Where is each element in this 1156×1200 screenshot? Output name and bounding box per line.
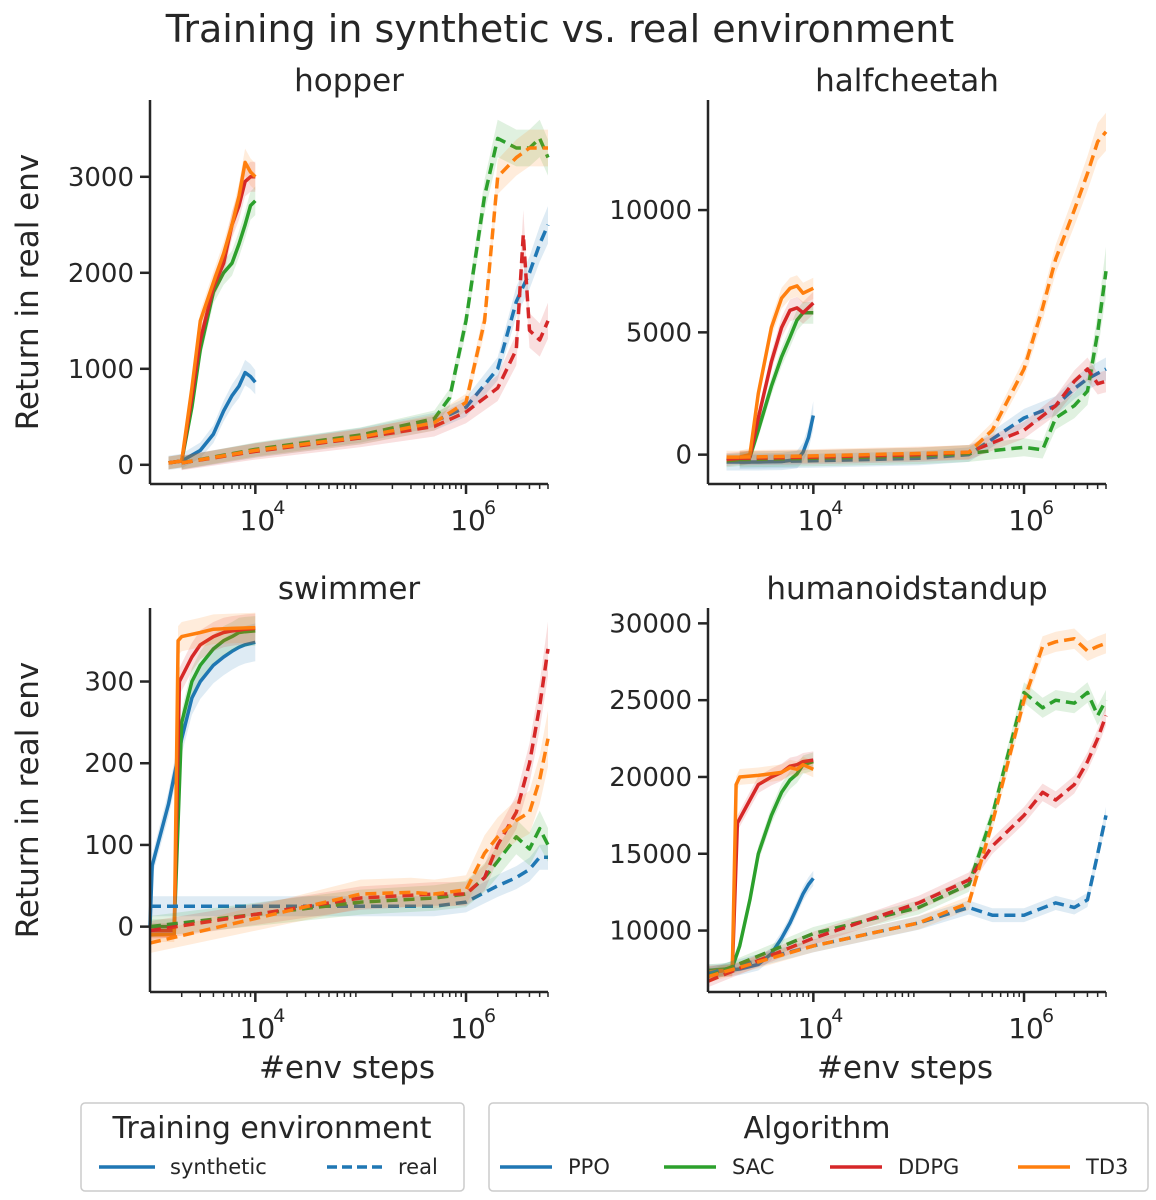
series-band-ddpg-real [739,357,1106,466]
legend-algorithm-title: Algorithm [744,1111,891,1146]
series-line-ppo-real [707,815,1108,976]
legend-training-environment-title: Training environment [112,1111,432,1146]
x-tick-label: 10 [798,504,834,537]
series-line-ppo-synthetic [168,370,257,465]
series-band-ppo-real [150,844,548,917]
series-line-td3-real [181,146,548,465]
y-tick-label: 0 [675,441,692,471]
x-tick-label: 10 [1008,504,1044,537]
series-line-ddpg-real [707,714,1108,983]
y-tick-label: 3000 [68,163,134,193]
series-band-ppo-synthetic [150,623,256,935]
y-tick-label: 15000 [609,840,692,870]
y-tick-label: 0 [117,913,134,943]
series-line-ddpg-synthetic [168,175,256,465]
panel-title: humanoidstandup [766,571,1047,607]
series-line-sac-real [181,136,550,465]
series-band-td3-real [181,129,548,470]
x-tick-exponent: 6 [1042,497,1054,519]
series-group [168,119,550,471]
x-tick-exponent: 4 [831,497,843,519]
x-tick-label: 10 [240,504,276,537]
series-line-ppo-real [739,367,1107,464]
x-axis-label: #env steps [259,1050,435,1086]
x-tick-label: 10 [240,1012,276,1045]
y-axis-label: Return in real env [10,154,46,431]
x-tick-exponent: 6 [1042,1005,1054,1027]
legend-label-real: real [398,1155,438,1179]
legend-label-ppo: PPO [568,1155,610,1179]
y-tick-label: 1000 [68,355,134,385]
legend-training-environment: Training environment synthetic real [80,1102,465,1192]
y-tick-label: 10000 [609,917,692,947]
figure-title: Training in synthetic vs. real environme… [165,7,954,51]
legend-label-synthetic: synthetic [170,1155,267,1179]
y-tick-label: 100 [84,831,134,861]
x-tick-label: 10 [450,504,486,537]
y-tick-label: 5000 [626,318,692,348]
legend-label-sac: SAC [732,1155,774,1179]
panel-humanoidstandup: humanoidstandup 10000 15000 20000 25000 30000… [609,571,1108,1086]
x-axis-label: #env steps [817,1050,993,1086]
y-tick-label: 0 [117,451,134,481]
y-tick-label: 2000 [68,259,134,289]
x-tick-exponent: 4 [831,1005,843,1027]
series-band-ppo-synthetic [708,870,814,977]
series-line-td3-real [739,130,1108,459]
y-tick-label: 10000 [609,196,692,226]
x-tick-label: 10 [450,1012,486,1045]
series-group [726,112,1108,471]
series-band-ddpg-synthetic [168,161,256,470]
x-tick-label: 10 [1008,1012,1044,1045]
series-band-ppo-real [181,206,548,470]
series-band-td3-real [708,628,1106,983]
y-tick-label: 30000 [609,609,692,639]
x-tick-exponent: 6 [484,1005,496,1027]
series-line-sac-real [707,690,1108,979]
series-group [707,628,1108,988]
series-band-ppo-synthetic [168,359,256,470]
legend-label-ddpg: DDPG [898,1155,959,1179]
series-line-ppo-synthetic [708,877,815,973]
legend-algorithm: Algorithm PPO SAC DDPG TD3 [488,1102,1149,1192]
series-band-td3-synthetic [168,148,256,470]
legend-algorithm-frame [488,1102,1149,1192]
series-band-sac-synthetic [726,301,814,468]
legend-training-environment-frame [80,1102,465,1192]
panel-title: halfcheetah [815,63,999,99]
y-axis-label: Return in real env [10,662,46,939]
y-tick-label: 25000 [609,686,692,716]
y-tick-label: 200 [84,749,134,779]
y-tick-label: 20000 [609,763,692,793]
series-band-td3-real [150,710,548,953]
series-band-sac-real [150,810,548,938]
legend-label-td3: TD3 [1085,1155,1128,1179]
panel-title: swimmer [278,571,421,607]
series-line-td3-real [149,738,550,945]
series-line-td3-synthetic [150,625,256,937]
series-band-ddpg-synthetic [726,291,814,466]
x-tick-exponent: 6 [484,497,496,519]
x-tick-exponent: 4 [273,1005,285,1027]
panel-title: hopper [294,63,404,99]
series-line-ppo-synthetic [148,640,256,927]
series-group [148,612,550,953]
series-line-td3-real [707,636,1107,979]
y-tick-label: 300 [84,668,134,698]
x-tick-label: 10 [798,1012,834,1045]
x-tick-exponent: 4 [273,497,285,519]
series-band-ddpg-real [708,705,1106,988]
series-band-ppo-synthetic [726,401,814,471]
series-band-sac-real [181,119,548,470]
series-line-td3-synthetic [168,160,257,465]
